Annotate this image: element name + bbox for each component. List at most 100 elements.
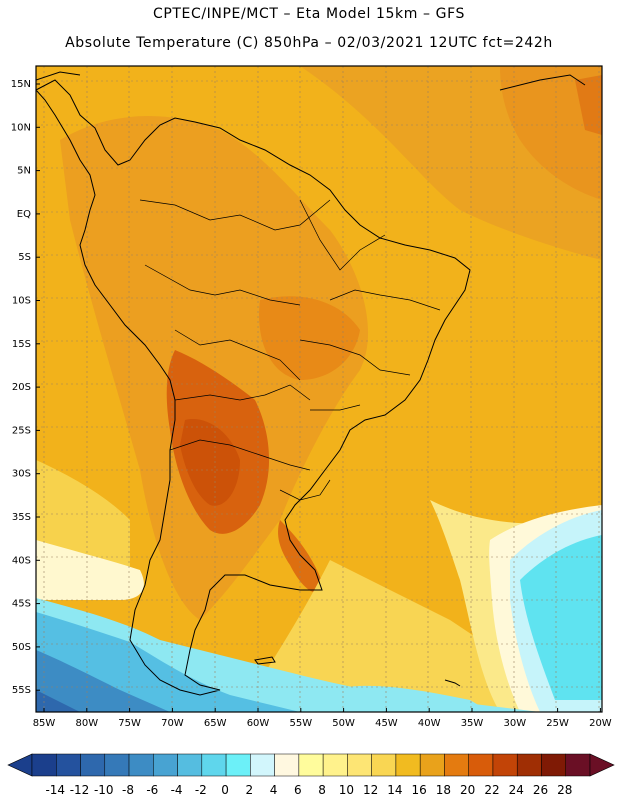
colorbar-label: 4 — [270, 783, 278, 797]
temperature-colorbar — [7, 753, 615, 777]
colorbar-label: -6 — [146, 783, 158, 797]
colorbar-labels: -14 -12 -10 -8 -6 -4 -2 0 2 4 6 8 10 12 14 16 18 20 22 24 26… — [45, 783, 572, 797]
colorbar-segment — [492, 753, 518, 777]
lat-label-10n: 10N — [11, 122, 31, 133]
latitude-labels: 15N 10N 5N EQ 5S 10S 15S 20S 25S 30S 35S 40S 45S 50S 5… — [11, 79, 40, 696]
colorbar-label: 20 — [460, 783, 475, 797]
border-amazon — [144, 264, 301, 306]
lon-label-75w: 75W — [118, 718, 141, 729]
field-south-cyan-east — [320, 685, 490, 712]
colorbar-label: 16 — [412, 783, 427, 797]
colorbar-label: 28 — [557, 783, 572, 797]
colorbar-label: -8 — [122, 783, 134, 797]
colorbar-label: -14 — [45, 783, 65, 797]
lat-label-55s: 55S — [12, 685, 31, 696]
border-bolivia — [174, 329, 301, 381]
lat-label-35s: 35S — [12, 512, 31, 523]
lat-label-30s: 30S — [12, 469, 31, 480]
lon-label-85w: 85W — [33, 718, 56, 729]
colorbar-arrow-high — [589, 753, 615, 777]
longitude-labels: 85W 80W 75W 70W 65W 60W 55W 50W 45W 40W 35W 30W 25W 2… — [33, 708, 612, 729]
lon-label-20w: 20W — [589, 718, 612, 729]
colorbar-segment — [444, 753, 469, 777]
colorbar-segment — [225, 753, 251, 777]
colorbar-segment — [541, 753, 566, 777]
colorbar-segment — [298, 753, 324, 777]
lat-label-50s: 50S — [12, 642, 31, 653]
lat-label-5s: 5S — [18, 252, 31, 263]
colorbar-segment — [56, 753, 81, 777]
colorbar-label: 0 — [221, 783, 229, 797]
colorbar-label: -4 — [171, 783, 183, 797]
colorbar-label: 8 — [318, 783, 326, 797]
colorbar-label: 26 — [533, 783, 548, 797]
field-warm-central — [259, 296, 360, 380]
colorbar-label: 24 — [509, 783, 524, 797]
lat-label-5n: 5N — [17, 166, 31, 177]
colorbar-label: 10 — [339, 783, 354, 797]
lon-label-60w: 60W — [247, 718, 270, 729]
south-america-coastline — [36, 79, 471, 696]
lat-label-15s: 15S — [12, 339, 31, 350]
coastlines — [36, 71, 586, 696]
colorbar-label: 22 — [484, 783, 499, 797]
colorbar-label: 12 — [363, 783, 378, 797]
colorbar-segment — [419, 753, 445, 777]
colorbar-label: -10 — [94, 783, 114, 797]
lat-label-40s: 40S — [12, 555, 31, 566]
colorbar-label: 2 — [246, 783, 254, 797]
border-brazil-north — [299, 199, 386, 271]
country-borders — [139, 199, 441, 501]
border-uruguay — [279, 479, 331, 501]
map-title-line-2: Absolute Temperature (C) 850hPa – 02/03/… — [65, 35, 553, 51]
lon-label-80w: 80W — [75, 718, 98, 729]
colorbar-segment — [274, 753, 300, 777]
colorbar-segment — [347, 753, 372, 777]
colorbar-segment — [201, 753, 227, 777]
lat-lon-grid — [36, 66, 602, 712]
colorbar-segment — [395, 753, 421, 777]
field-land-interior — [60, 116, 369, 621]
lat-label-10s: 10S — [12, 296, 31, 307]
border-brazil-states-1 — [329, 289, 441, 311]
lat-label-45s: 45S — [12, 599, 31, 610]
map-title-line-1: CPTEC/INPE/MCT – Eta Model 15km – GFS — [152, 6, 466, 22]
colorbar-label: -2 — [195, 783, 207, 797]
map-frame — [35, 65, 603, 713]
field-pacific-pale — [36, 540, 144, 600]
colorbar-arrow-low — [7, 753, 33, 777]
field-warmer-ne — [500, 66, 602, 200]
colorbar-label: 14 — [387, 783, 402, 797]
colorbar-segment — [516, 753, 542, 777]
border-north — [139, 199, 331, 231]
field-south-colder — [36, 690, 80, 712]
central-america-coast — [36, 71, 81, 81]
colorbar-label: -12 — [70, 783, 90, 797]
lon-label-55w: 55W — [289, 718, 312, 729]
colorbar-segment — [128, 753, 154, 777]
border-paraguay — [174, 384, 311, 401]
south-georgia-outline — [444, 679, 461, 687]
field-hotter-core — [180, 419, 240, 506]
lon-label-70w: 70W — [161, 718, 184, 729]
field-hot-ne — [575, 75, 602, 135]
colorbar-label: 18 — [436, 783, 451, 797]
lon-label-25w: 25W — [546, 718, 569, 729]
border-brazil-states-2 — [299, 339, 411, 376]
lon-label-35w: 35W — [461, 718, 484, 729]
lat-label-25s: 25S — [12, 425, 31, 436]
caribbean-islands — [499, 74, 586, 91]
lon-label-40w: 40W — [418, 718, 441, 729]
colorbar-segment — [31, 753, 57, 777]
colorbar-segment — [80, 753, 106, 777]
colorbar-segment — [468, 753, 494, 777]
lat-label-15n: 15N — [11, 79, 31, 90]
colorbar-segment — [371, 753, 397, 777]
lon-label-50w: 50W — [332, 718, 355, 729]
lon-label-30w: 30W — [503, 718, 526, 729]
lat-label-20s: 20S — [12, 382, 31, 393]
colorbar-segment — [104, 753, 130, 777]
lat-label-eq: EQ — [17, 209, 31, 220]
border-brazil-states-3 — [310, 404, 361, 411]
field-atlantic-cyan — [520, 535, 602, 700]
